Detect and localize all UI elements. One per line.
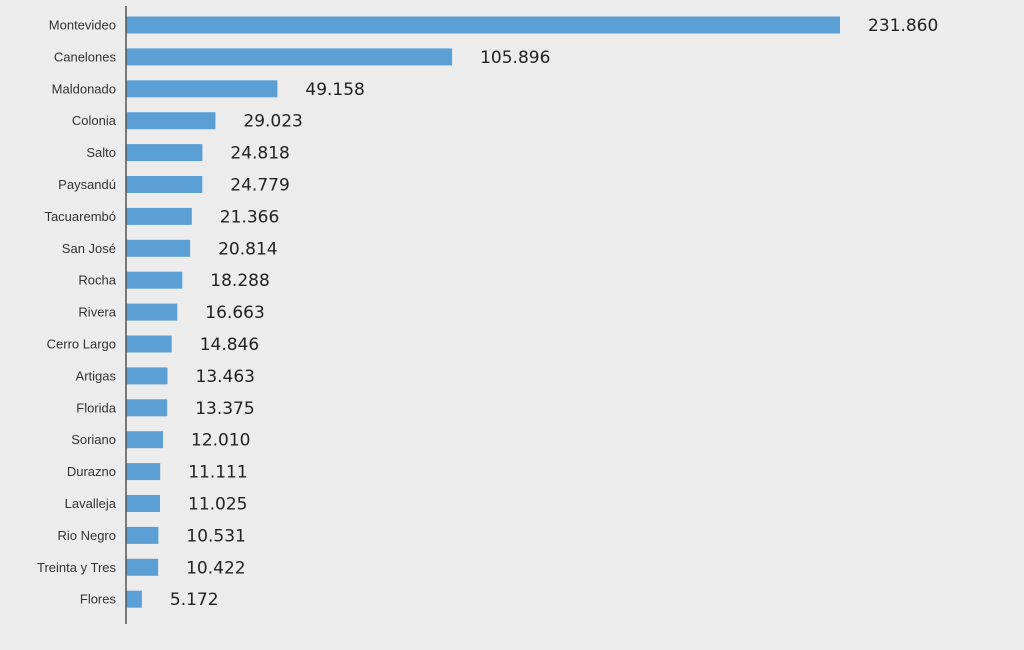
category-label: Paysandú bbox=[58, 177, 116, 192]
value-label: 14.846 bbox=[200, 335, 259, 355]
value-label: 49.158 bbox=[305, 80, 364, 100]
category-label: Rio Negro bbox=[57, 528, 116, 543]
category-label: Soriano bbox=[71, 432, 116, 447]
category-label: San José bbox=[62, 241, 116, 256]
category-label: Cerro Largo bbox=[47, 337, 116, 352]
category-label: Artigas bbox=[76, 368, 117, 383]
category-labels-group: Montevideo Canelones Maldonado Colonia Salto… bbox=[37, 18, 117, 607]
bar bbox=[126, 367, 168, 385]
category-label: Montevideo bbox=[49, 18, 116, 33]
value-label: 16.663 bbox=[205, 303, 264, 323]
bar bbox=[126, 144, 203, 162]
bar bbox=[126, 176, 203, 193]
category-label: Lavalleja bbox=[65, 496, 117, 511]
category-label: Flores bbox=[80, 592, 117, 607]
category-label: Rivera bbox=[78, 305, 116, 320]
value-label: 105.896 bbox=[480, 48, 550, 68]
value-label: 5.172 bbox=[170, 590, 219, 610]
value-label: 18.288 bbox=[210, 271, 269, 291]
value-label: 231.860 bbox=[868, 16, 938, 36]
value-label: 24.779 bbox=[230, 176, 289, 196]
value-label: 24.818 bbox=[230, 144, 289, 164]
value-label: 13.463 bbox=[196, 367, 255, 387]
value-label: 10.531 bbox=[186, 526, 245, 546]
bar bbox=[126, 431, 163, 449]
bar bbox=[126, 303, 178, 321]
category-label: Maldonado bbox=[52, 81, 116, 96]
value-label: 11.025 bbox=[188, 495, 247, 515]
value-label: 29.023 bbox=[243, 112, 302, 132]
value-label: 13.375 bbox=[195, 399, 254, 419]
bar bbox=[126, 239, 191, 257]
value-label: 12.010 bbox=[191, 431, 250, 451]
category-label: Rocha bbox=[78, 273, 116, 288]
bars-group bbox=[126, 16, 840, 608]
category-label: Treinta y Tres bbox=[37, 560, 116, 575]
bar bbox=[126, 271, 183, 289]
bar bbox=[126, 399, 168, 417]
bar bbox=[126, 16, 840, 34]
category-label: Salto bbox=[86, 145, 116, 160]
bar bbox=[126, 335, 172, 353]
bar bbox=[126, 112, 216, 130]
bar bbox=[126, 495, 160, 512]
value-label: 10.422 bbox=[186, 558, 245, 578]
category-label: Tacuarembó bbox=[44, 209, 116, 224]
bar bbox=[126, 526, 159, 544]
bar bbox=[126, 207, 192, 225]
category-label: Colonia bbox=[72, 113, 117, 128]
value-label: 21.366 bbox=[220, 207, 279, 227]
bar bbox=[126, 48, 453, 66]
category-label: Florida bbox=[76, 400, 117, 415]
value-label: 11.111 bbox=[188, 463, 247, 483]
category-label: Canelones bbox=[54, 49, 117, 64]
category-label: Durazno bbox=[67, 464, 116, 479]
bar bbox=[126, 558, 159, 576]
value-label: 20.814 bbox=[218, 239, 277, 259]
bar bbox=[126, 80, 278, 98]
bar bbox=[126, 590, 142, 608]
bar bbox=[126, 463, 161, 481]
